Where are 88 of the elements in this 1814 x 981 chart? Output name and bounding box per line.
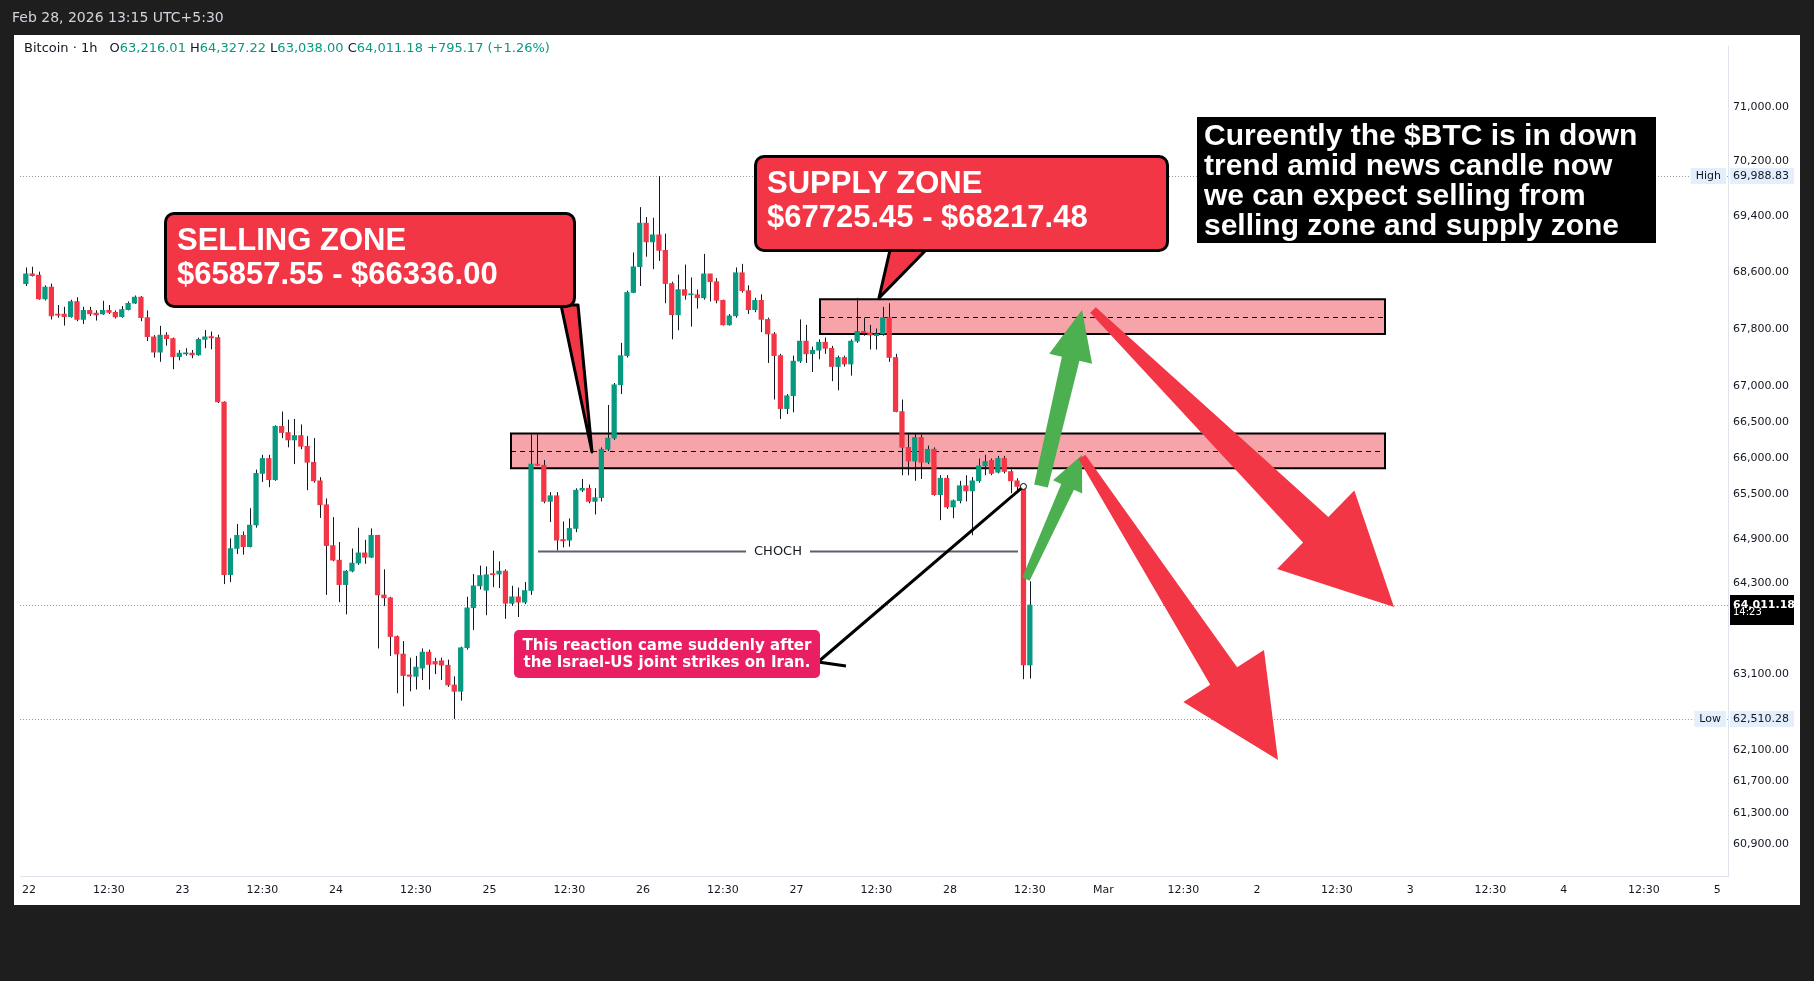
x-tick-label: 12:30 xyxy=(860,883,893,897)
x-tick-label: 22 xyxy=(22,883,36,897)
candlestick xyxy=(835,355,841,391)
x-tick-label: 23 xyxy=(175,883,190,897)
y-tick-label: 71,000.00 xyxy=(1733,99,1789,113)
candlestick xyxy=(547,491,553,523)
candlestick xyxy=(157,325,163,363)
chart-title: Bitcoin · 1h xyxy=(24,40,98,55)
annotation: SUPPLY ZONE $67725.45 - $68217.48 xyxy=(754,155,1169,252)
candlestick xyxy=(688,276,694,328)
candlestick xyxy=(784,393,790,415)
candlestick xyxy=(963,474,969,502)
candlestick xyxy=(649,217,656,270)
y-tick-label: 62,100.00 xyxy=(1733,743,1789,757)
candlestick xyxy=(797,318,803,364)
x-tick-label: 27 xyxy=(789,883,804,897)
candlestick xyxy=(23,266,29,287)
candlestick xyxy=(266,454,272,488)
x-tick-label: 12:30 xyxy=(707,883,739,897)
candlestick xyxy=(362,539,368,565)
candlestick xyxy=(880,306,886,337)
candlestick xyxy=(381,568,387,607)
x-tick-label: 12:30 xyxy=(1014,883,1046,897)
candlestick xyxy=(694,289,700,310)
candlestick xyxy=(368,527,374,559)
x-tick-label: 3 xyxy=(1406,883,1414,897)
x-tick-label: 5 xyxy=(1713,883,1721,897)
y-tick-label: 60,900.00 xyxy=(1733,837,1789,851)
candlestick xyxy=(848,338,854,377)
y-tick-label: 63,100.00 xyxy=(1733,666,1789,680)
candlestick xyxy=(803,324,809,364)
candlestick xyxy=(240,530,246,556)
y-tick-label: 64,900.00 xyxy=(1733,531,1789,545)
candlestick xyxy=(643,216,649,258)
x-tick-label: 12:30 xyxy=(1167,883,1200,897)
chart-subtitle: O63,216.01 H64,327.22 L63,038.00 C64,011.18 +795.17 (+1.26%) xyxy=(109,40,550,55)
x-tick-label: 2 xyxy=(1253,883,1261,897)
candlestick xyxy=(247,507,253,548)
y-tick-label: 64,300.00 xyxy=(1733,576,1789,590)
x-tick-label: 12:30 xyxy=(553,883,586,897)
x-tick-label: Mar xyxy=(1093,883,1115,897)
x-tick-label: 12:30 xyxy=(246,883,279,897)
candlestick xyxy=(291,418,298,465)
x-tick-label: 4 xyxy=(1560,883,1568,897)
y-tick-label: 62,510.28 xyxy=(1733,711,1789,725)
candlestick xyxy=(490,550,496,588)
annotation: SELLING ZONE $65857.55 - $66336.00 xyxy=(164,212,576,308)
candlestick xyxy=(298,423,304,450)
candlestick xyxy=(349,547,355,573)
x-tick-label: 12:30 xyxy=(1320,883,1353,897)
y-tick-label: 67,000.00 xyxy=(1733,378,1789,392)
y-tick-label: 68,600.00 xyxy=(1733,265,1789,279)
candlestick xyxy=(585,484,592,504)
y-tick-label: 61,300.00 xyxy=(1733,805,1789,819)
candlestick xyxy=(854,297,860,344)
x-tick-label: 25 xyxy=(482,883,497,897)
y-tick-label: 69,988.83 xyxy=(1733,168,1789,182)
y-tick-label: 61,700.00 xyxy=(1733,774,1789,788)
ref-line-label: Low xyxy=(1699,711,1722,725)
x-tick-label: 12:30 xyxy=(1474,883,1507,897)
candlestick xyxy=(924,445,931,465)
candlestick xyxy=(681,264,688,301)
annotation: Cureently the $BTC is in down trend amid news candle now we can expect selling from selling zone and supply zone xyxy=(1197,117,1656,243)
y-tick-label: 66,000.00 xyxy=(1733,450,1789,464)
x-tick-label: 12:30 xyxy=(93,883,125,897)
x-tick-label: 28 xyxy=(942,883,957,897)
ref-line-label: CHOCH xyxy=(754,542,802,558)
y-tick-label: 67,800.00 xyxy=(1733,321,1789,335)
x-tick-label: 26 xyxy=(635,883,650,897)
text: Feb 28, 2026 13:15 UTC+5:30 xyxy=(12,9,224,25)
x-tick-label: 12:30 xyxy=(400,883,432,897)
y-tick-label: 65,500.00 xyxy=(1733,487,1789,501)
x-tick-label: 12:30 xyxy=(1627,883,1660,897)
candlestick xyxy=(342,569,349,615)
candlestick xyxy=(982,454,988,476)
annotation: This reaction came suddenly after the Israel-US joint strikes on Iran. xyxy=(514,630,820,678)
y-tick-label: 66,500.00 xyxy=(1733,414,1789,428)
y-tick-label: 70,200.00 xyxy=(1733,154,1789,168)
ref-line-label: High xyxy=(1695,168,1722,182)
candlestick xyxy=(937,474,943,521)
y-tick-label: 69,400.00 xyxy=(1733,209,1789,223)
candlestick xyxy=(496,560,502,589)
candlestick xyxy=(515,587,521,618)
candlestick xyxy=(483,565,489,616)
candlestick xyxy=(74,296,80,322)
candlestick xyxy=(451,675,457,720)
x-tick-label: 24 xyxy=(328,883,343,897)
candlestick xyxy=(509,585,515,607)
